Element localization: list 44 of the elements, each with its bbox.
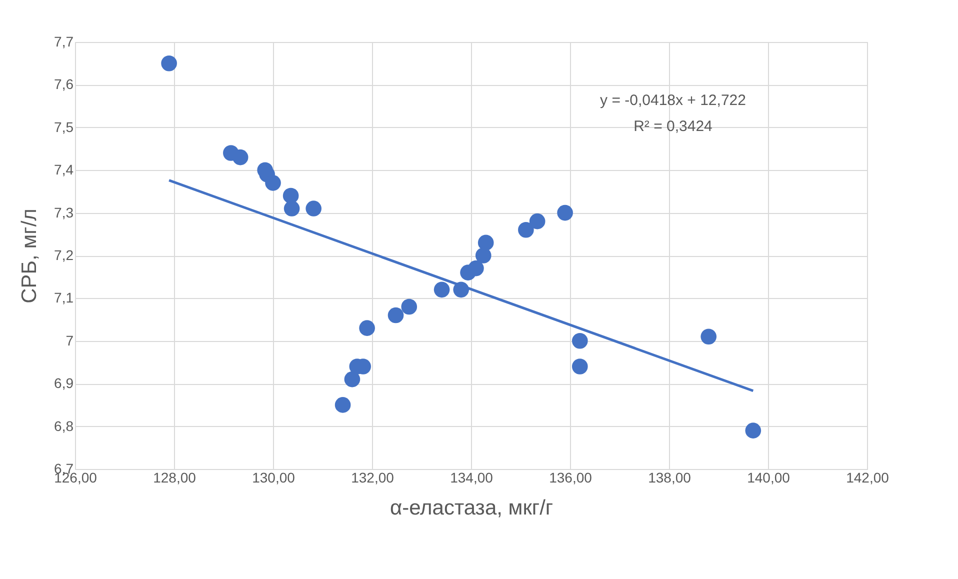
x-tick-label: 128,00 <box>153 470 196 486</box>
point <box>401 298 418 315</box>
y-tick-label: 7,7 <box>54 34 74 50</box>
point <box>434 282 450 298</box>
point <box>282 188 299 204</box>
point <box>745 422 762 438</box>
y-tick-label: 7,2 <box>54 247 74 263</box>
point <box>232 149 248 166</box>
y-tick-label: 6,9 <box>54 375 74 392</box>
point <box>161 55 177 72</box>
point <box>572 333 588 349</box>
point <box>359 320 375 336</box>
y-tick-label: 7,4 <box>54 162 74 178</box>
y-tick-label: 7 <box>66 332 74 348</box>
point <box>700 328 717 345</box>
y-tick-label: 7,5 <box>54 118 74 135</box>
point <box>388 307 404 324</box>
y-tick-label: 7,3 <box>54 204 74 220</box>
annotation: R² = 0,3424 <box>634 118 712 135</box>
x-tick-label: 130,00 <box>252 470 296 486</box>
point <box>265 175 281 191</box>
point <box>518 222 534 238</box>
point <box>478 234 494 251</box>
point <box>344 371 360 388</box>
y-tick-label: 7,6 <box>54 76 74 92</box>
x-tick-label: 134,00 <box>450 470 494 486</box>
point <box>334 397 351 413</box>
annotation: y = -0,0418x + 12,722 <box>600 92 746 109</box>
x-tick-label: 136,00 <box>549 470 592 486</box>
x-axis-title: α-еластаза, мкг/г <box>390 496 554 520</box>
point <box>557 204 573 221</box>
x-tick-label: 142,00 <box>846 470 890 486</box>
x-tick-label: 140,00 <box>747 470 790 486</box>
point <box>572 358 588 374</box>
y-tick-label: 7,1 <box>54 290 74 306</box>
point <box>468 260 484 276</box>
x-tick-label: 132,00 <box>351 470 394 486</box>
point <box>475 248 492 264</box>
y-axis-title: СРБ, мг/л <box>18 208 42 304</box>
y-tick-label: 6,8 <box>54 418 74 434</box>
x-tick-label: 138,00 <box>648 470 692 486</box>
point <box>529 213 546 230</box>
point <box>284 200 300 216</box>
point <box>306 200 322 216</box>
